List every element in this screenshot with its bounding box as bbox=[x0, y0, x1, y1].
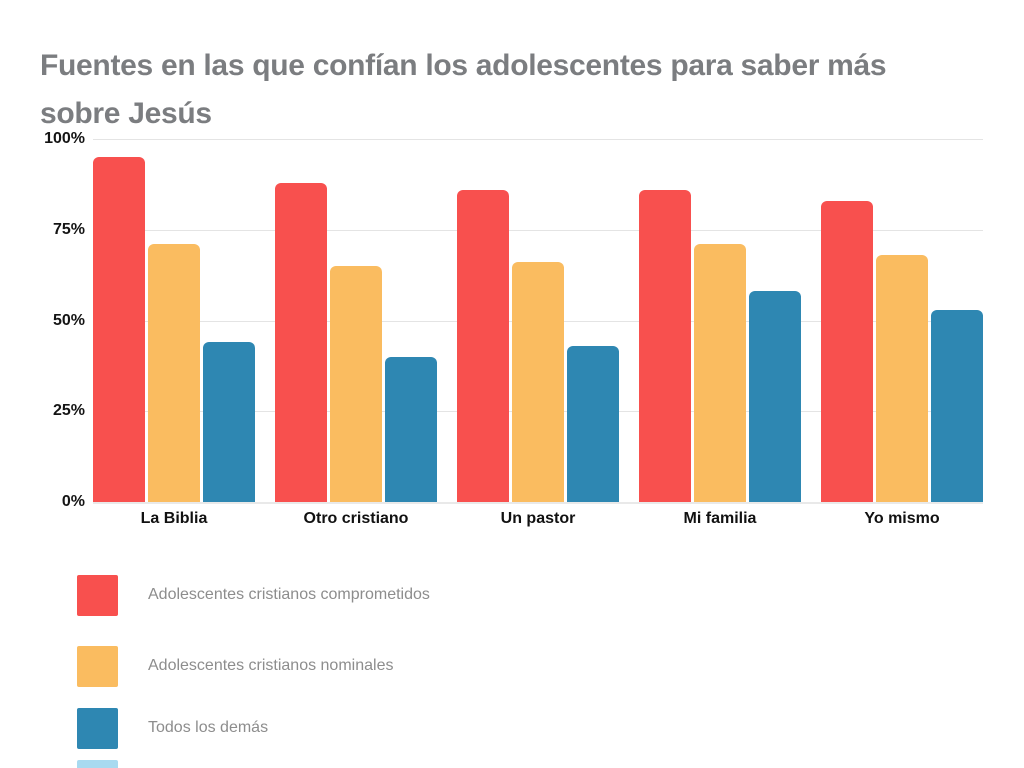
x-axis: La Biblia Otro cristiano Un pastor Mi famil… bbox=[93, 510, 983, 528]
legend-item: Adolescentes cristianos comprometidos bbox=[77, 574, 430, 616]
bar-group-4 bbox=[639, 139, 801, 502]
bar bbox=[93, 157, 145, 502]
bar-group-1 bbox=[93, 139, 255, 502]
bar bbox=[749, 291, 801, 502]
legend-swatch-partial bbox=[77, 760, 118, 768]
bar-group-5 bbox=[821, 139, 983, 502]
legend-item: Todos los demás bbox=[77, 707, 430, 749]
legend-swatch bbox=[77, 645, 118, 687]
bar bbox=[275, 182, 327, 502]
bar-group-3 bbox=[457, 139, 619, 502]
bar bbox=[821, 200, 873, 502]
category-label: Mi familia bbox=[683, 510, 757, 527]
bar bbox=[148, 244, 200, 502]
y-tick-label: 0% bbox=[61, 493, 85, 510]
bar bbox=[512, 262, 564, 502]
bar-groups bbox=[93, 139, 983, 502]
gridline bbox=[93, 139, 983, 140]
bar bbox=[567, 345, 619, 502]
category-label: La Biblia bbox=[140, 510, 208, 527]
legend: Adolescentes cristianos comprometidos Ado… bbox=[77, 574, 430, 749]
bar-group-2 bbox=[275, 139, 437, 502]
bar bbox=[385, 356, 437, 502]
bar bbox=[330, 266, 382, 502]
chart-title: Fuentes en las que confían los adolescen… bbox=[40, 49, 887, 131]
bar bbox=[931, 309, 983, 502]
legend-label: Adolescentes cristianos nominales bbox=[148, 657, 394, 674]
legend-swatch bbox=[77, 574, 118, 616]
y-tick-label: 50% bbox=[52, 311, 85, 329]
legend-item: Adolescentes cristianos nominales bbox=[77, 645, 430, 687]
bar bbox=[457, 189, 509, 502]
category-label: Yo mismo bbox=[864, 510, 940, 527]
legend-label: Todos los demás bbox=[148, 719, 269, 736]
category-label: Otro cristiano bbox=[303, 510, 409, 527]
y-axis: 100% 75% 50% 25% 0% bbox=[0, 130, 85, 510]
plot-area bbox=[93, 139, 983, 504]
category-label: Un pastor bbox=[500, 510, 576, 527]
y-tick-label: 25% bbox=[52, 402, 85, 420]
legend-label: Adolescentes cristianos comprometidos bbox=[148, 586, 430, 603]
y-tick-label: 100% bbox=[44, 130, 85, 147]
y-tick-label: 75% bbox=[52, 220, 85, 238]
bar bbox=[639, 189, 691, 502]
bar bbox=[876, 255, 928, 502]
gridline bbox=[93, 229, 983, 231]
bar bbox=[203, 342, 255, 502]
bar bbox=[694, 244, 746, 502]
legend-swatch bbox=[77, 707, 118, 749]
